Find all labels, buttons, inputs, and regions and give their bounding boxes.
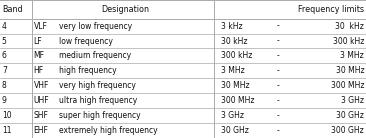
Text: very high frequency: very high frequency <box>59 81 135 90</box>
Text: 300 MHz: 300 MHz <box>330 81 364 90</box>
Text: -: - <box>277 81 280 90</box>
Text: 11: 11 <box>2 126 11 135</box>
Text: medium frequency: medium frequency <box>59 51 131 60</box>
Text: -: - <box>277 96 280 105</box>
Text: 300 kHz: 300 kHz <box>221 51 253 60</box>
Text: 30 GHz: 30 GHz <box>221 126 249 135</box>
Text: Frequency limits: Frequency limits <box>298 5 364 14</box>
Text: VHF: VHF <box>34 81 49 90</box>
Text: -: - <box>277 111 280 120</box>
Text: extremely high frequency: extremely high frequency <box>59 126 157 135</box>
Text: 6: 6 <box>2 51 7 60</box>
Text: very low frequency: very low frequency <box>59 22 132 31</box>
Text: 30 kHz: 30 kHz <box>221 37 248 46</box>
Text: 9: 9 <box>2 96 7 105</box>
Text: 3 kHz: 3 kHz <box>221 22 243 31</box>
Text: 3 GHz: 3 GHz <box>341 96 364 105</box>
Text: -: - <box>277 37 280 46</box>
Text: VLF: VLF <box>34 22 48 31</box>
Text: low frequency: low frequency <box>59 37 112 46</box>
Text: 10: 10 <box>2 111 11 120</box>
Text: -: - <box>277 66 280 75</box>
Text: EHF: EHF <box>34 126 49 135</box>
Text: -: - <box>277 126 280 135</box>
Text: UHF: UHF <box>34 96 49 105</box>
Text: ultra high frequency: ultra high frequency <box>59 96 137 105</box>
Text: 3 MHz: 3 MHz <box>340 51 364 60</box>
Text: 300 GHz: 300 GHz <box>332 126 364 135</box>
Text: 30 MHz: 30 MHz <box>336 66 364 75</box>
Text: 3 GHz: 3 GHz <box>221 111 244 120</box>
Text: LF: LF <box>34 37 42 46</box>
Text: -: - <box>277 51 280 60</box>
Text: 8: 8 <box>2 81 7 90</box>
Text: SHF: SHF <box>34 111 49 120</box>
Text: MF: MF <box>34 51 45 60</box>
Text: 30  kHz: 30 kHz <box>335 22 364 31</box>
Text: 300 MHz: 300 MHz <box>221 96 255 105</box>
Text: -: - <box>277 22 280 31</box>
Text: 3 MHz: 3 MHz <box>221 66 245 75</box>
Text: 300 kHz: 300 kHz <box>333 37 364 46</box>
Text: 4: 4 <box>2 22 7 31</box>
Text: Designation: Designation <box>102 5 150 14</box>
Text: 5: 5 <box>2 37 7 46</box>
Text: high frequency: high frequency <box>59 66 116 75</box>
Text: 7: 7 <box>2 66 7 75</box>
Text: 30 GHz: 30 GHz <box>336 111 364 120</box>
Text: super high frequency: super high frequency <box>59 111 140 120</box>
Text: Band: Band <box>2 5 22 14</box>
Text: 30 MHz: 30 MHz <box>221 81 250 90</box>
Text: HF: HF <box>34 66 44 75</box>
